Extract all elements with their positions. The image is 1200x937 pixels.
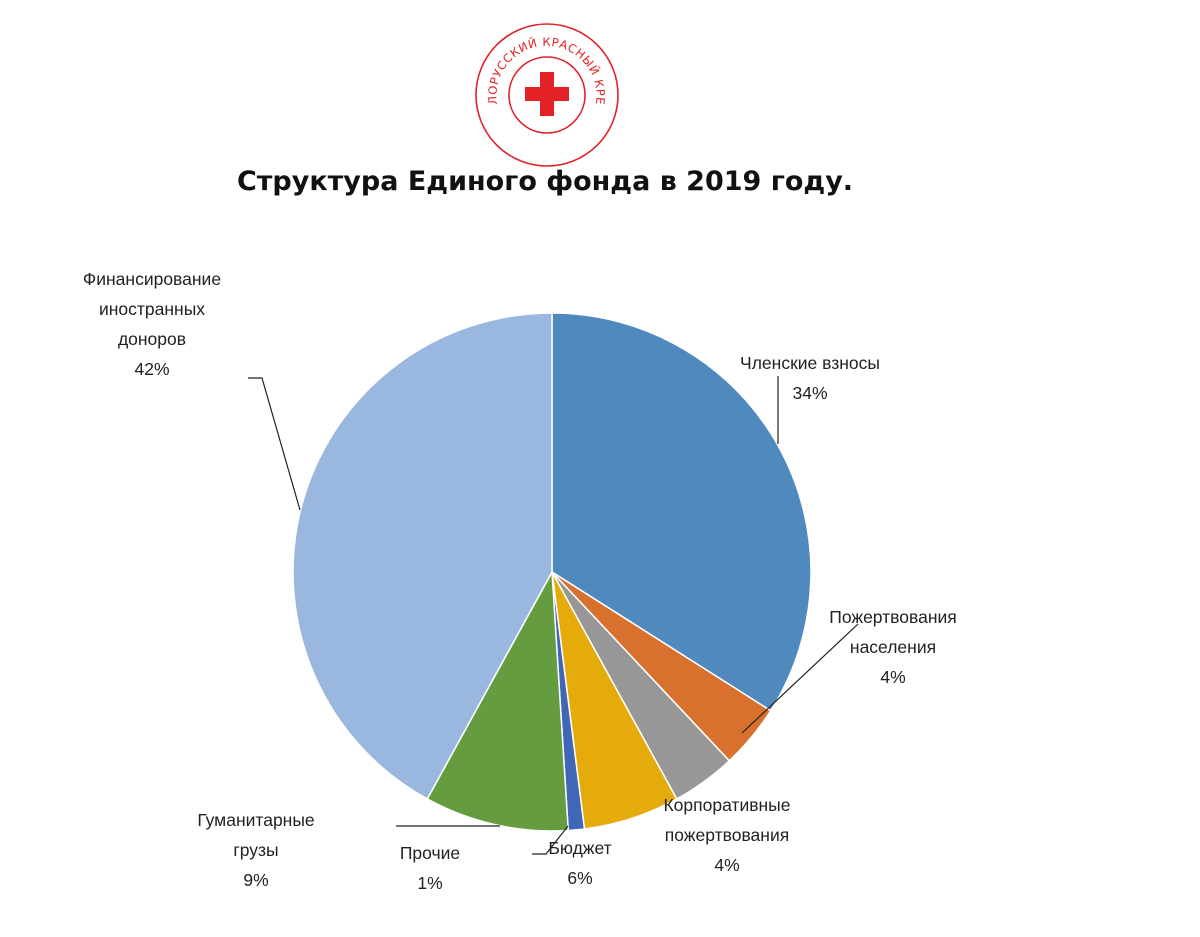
data-label-percent: 4% — [714, 855, 740, 875]
pie-slice-членские-взносы — [551, 312, 812, 712]
pie-slice-гуманитарные-грузы — [426, 569, 570, 832]
data-label-корпоративные-пожертвования: Корпоративные пожертвования 4% — [617, 790, 837, 880]
data-label-percent: 9% — [243, 870, 269, 890]
data-label-text: Членские взносы — [740, 353, 880, 373]
data-label-гуманитарные-грузы: Гуманитарные грузы 9% — [146, 805, 366, 895]
red-cross-icon — [525, 72, 569, 116]
data-label-text: Прочие — [399, 843, 461, 863]
leader-line — [532, 825, 569, 855]
data-label-финансирование-иностранных-доноров: Финансирование иностранных доноров 42% — [42, 264, 262, 384]
data-label-членские-взносы: Членские взносы 34% — [700, 348, 920, 408]
data-label-percent: 34% — [792, 383, 828, 403]
data-label-text: пожертвования — [664, 825, 790, 845]
data-label-text: населения — [849, 637, 937, 657]
logo-outer-ring — [475, 23, 619, 167]
red-cross-logo: БЕЛОРУССКИЙ КРАСНЫЙ КРЕСТ — [467, 9, 622, 170]
data-label-text: Корпоративные — [663, 795, 791, 815]
data-label-пожертвования-населения: Пожертвования населения 4% — [783, 602, 1003, 692]
data-label-text: грузы — [233, 840, 279, 860]
data-label-text: Пожертвования — [829, 607, 957, 627]
data-label-text: Финансирование — [82, 269, 222, 289]
data-label-percent: 42% — [134, 359, 170, 379]
data-label-percent: 4% — [880, 667, 906, 687]
pie-slice-финансирование-иностранных-доноров — [292, 312, 553, 800]
data-label-text: иностранных — [98, 299, 206, 319]
data-label-бюджет: Бюджет 6% — [470, 833, 690, 893]
leader-line — [248, 377, 301, 511]
data-label-text: Бюджет — [548, 838, 612, 858]
data-label-text: доноров — [117, 329, 187, 349]
leader-line — [741, 623, 859, 734]
chart-title: Структура Единого фонда в 2019 году. — [236, 166, 854, 197]
data-label-text: Гуманитарные — [197, 810, 315, 830]
data-label-percent: 1% — [417, 873, 443, 893]
logo-inner-ring — [508, 56, 586, 134]
data-label-прочие: Прочие 1% — [320, 838, 540, 898]
data-label-percent: 6% — [567, 868, 593, 888]
